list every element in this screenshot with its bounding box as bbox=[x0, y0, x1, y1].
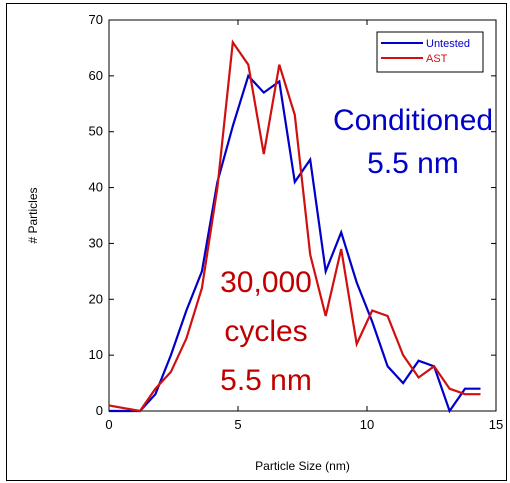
annotation-cycles-line-2: cycles bbox=[224, 315, 307, 348]
y-tick-label: 0 bbox=[96, 403, 103, 418]
annotation-conditioned-line-2: 5.5 nm bbox=[367, 147, 459, 180]
x-axis-title: Particle Size (nm) bbox=[255, 459, 350, 473]
legend-label-untested: Untested bbox=[426, 38, 470, 50]
y-tick-label: 30 bbox=[89, 235, 103, 250]
x-tick-label: 0 bbox=[105, 417, 112, 432]
y-tick-label: 20 bbox=[89, 291, 103, 306]
y-tick-label: 10 bbox=[89, 347, 103, 362]
legend-label-ast: AST bbox=[426, 53, 448, 65]
y-tick-label: 40 bbox=[89, 180, 103, 195]
y-tick-label: 60 bbox=[89, 68, 103, 83]
series-line-ast bbox=[108, 39, 481, 413]
x-tick-label: 15 bbox=[489, 417, 503, 432]
legend-box bbox=[376, 31, 484, 73]
axis-ticks: 0 5 10 15 0 10 20 30 40 50 60 70 bbox=[89, 12, 504, 432]
x-tick-label: 10 bbox=[360, 417, 374, 432]
y-tick-label: 70 bbox=[89, 12, 103, 27]
series-lines bbox=[108, 39, 481, 414]
annotation-cycles-line-3: 5.5 nm bbox=[220, 364, 312, 397]
series-line-untested bbox=[109, 73, 481, 414]
annotation-conditioned-line-1: Conditioned bbox=[333, 104, 493, 137]
annotation-cycles-line-1: 30,000 bbox=[220, 266, 312, 299]
legend: Untested AST bbox=[376, 31, 484, 73]
plot-box bbox=[108, 19, 497, 412]
chart-frame bbox=[6, 3, 507, 481]
plot-area: 0 5 10 15 0 10 20 30 40 50 60 70 bbox=[89, 12, 504, 432]
annotation-conditioned: Conditioned 5.5 nm bbox=[333, 104, 493, 180]
x-tick-label: 5 bbox=[234, 417, 241, 432]
annotation-cycles: 30,000 cycles 5.5 nm bbox=[220, 266, 312, 397]
y-axis-title: # Particles bbox=[26, 187, 40, 243]
y-tick-label: 50 bbox=[89, 124, 103, 139]
